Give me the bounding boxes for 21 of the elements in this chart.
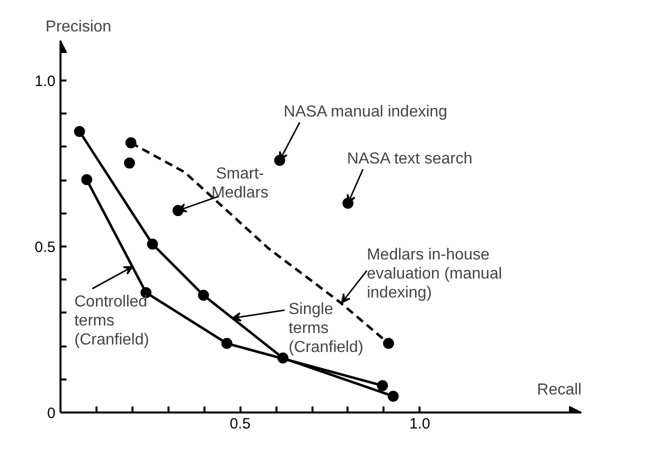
point — [125, 137, 136, 148]
annotation: Single terms (Cranfield) — [288, 301, 364, 356]
y-tick-label: 1.0 — [34, 72, 56, 90]
point — [383, 338, 394, 349]
point — [376, 380, 388, 392]
y-tick-label: 0.5 — [34, 238, 56, 256]
point — [81, 174, 92, 186]
y-axis-title: Precision — [46, 18, 112, 36]
point — [221, 338, 232, 349]
point — [146, 238, 158, 250]
annotation: Controlled terms (Cranfield) — [74, 294, 150, 349]
point — [74, 126, 86, 137]
point — [388, 390, 399, 402]
x-axis-title: Recall — [537, 382, 582, 398]
point — [124, 158, 135, 169]
y-tick-label: 0 — [47, 405, 56, 422]
point — [198, 290, 210, 301]
annotation: Smart- Medlars — [212, 166, 268, 202]
annotation: NASA text search — [346, 150, 472, 168]
annotation: NASA manual indexing — [284, 103, 448, 120]
annotation: Medlars in-house evaluation (manual indexing) — [366, 246, 502, 302]
